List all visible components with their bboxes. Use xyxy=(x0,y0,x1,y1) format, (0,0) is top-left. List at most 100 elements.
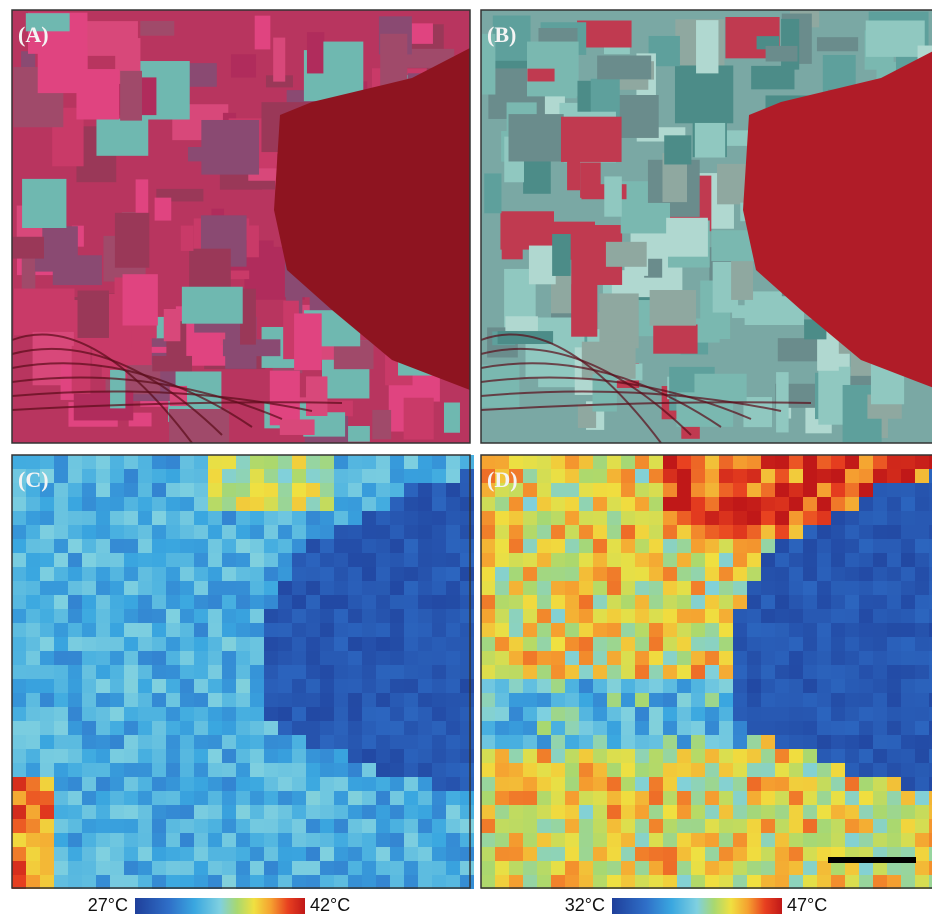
temperature-pixel xyxy=(523,539,537,553)
temperature-pixel xyxy=(565,637,579,651)
temperature-pixel xyxy=(621,665,635,679)
temperature-pixel xyxy=(124,469,138,483)
temperature-pixel xyxy=(747,525,761,539)
temperature-pixel xyxy=(915,763,929,777)
temperature-pixel xyxy=(663,763,677,777)
temperature-pixel xyxy=(719,763,733,777)
temperature-pixel xyxy=(593,665,607,679)
temperature-pixel xyxy=(334,707,348,721)
temperature-pixel xyxy=(334,665,348,679)
temperature-pixel xyxy=(278,777,292,791)
temperature-pixel xyxy=(789,497,803,511)
temperature-pixel xyxy=(621,581,635,595)
temperature-pixel xyxy=(194,833,208,847)
temperature-pixel xyxy=(82,847,96,861)
temperature-pixel xyxy=(460,609,474,623)
temperature-pixel xyxy=(523,651,537,665)
temperature-pixel xyxy=(96,511,110,525)
temperature-pixel xyxy=(859,777,873,791)
temperature-pixel xyxy=(817,553,831,567)
temperature-pixel xyxy=(691,721,705,735)
temperature-pixel xyxy=(789,581,803,595)
temperature-pixel xyxy=(194,511,208,525)
image-patch xyxy=(653,324,697,353)
image-patch xyxy=(766,46,798,62)
temperature-pixel xyxy=(845,623,859,637)
temperature-pixel xyxy=(404,735,418,749)
temperature-pixel xyxy=(138,595,152,609)
temperature-pixel xyxy=(621,875,635,889)
temperature-pixel xyxy=(663,553,677,567)
temperature-pixel xyxy=(110,651,124,665)
temperature-pixel xyxy=(733,651,747,665)
temperature-pixel xyxy=(236,581,250,595)
temperature-pixel xyxy=(551,609,565,623)
temperature-pixel xyxy=(376,693,390,707)
temperature-pixel xyxy=(845,833,859,847)
temperature-pixel xyxy=(110,483,124,497)
temperature-pixel xyxy=(180,637,194,651)
temperature-pixel xyxy=(124,693,138,707)
temperature-pixel xyxy=(278,749,292,763)
temperature-pixel xyxy=(124,539,138,553)
temperature-pixel xyxy=(278,483,292,497)
temperature-pixel xyxy=(761,721,775,735)
temperature-pixel xyxy=(320,497,334,511)
temperature-pixel xyxy=(621,651,635,665)
temperature-pixel xyxy=(68,693,82,707)
temperature-pixel xyxy=(663,609,677,623)
temperature-pixel xyxy=(40,707,54,721)
temperature-pixel xyxy=(236,651,250,665)
temperature-pixel xyxy=(733,861,747,875)
temperature-pixel xyxy=(789,805,803,819)
temperature-pixel xyxy=(306,763,320,777)
temperature-pixel xyxy=(901,581,915,595)
temperature-pixel xyxy=(348,637,362,651)
temperature-pixel xyxy=(523,693,537,707)
temperature-pixel xyxy=(509,609,523,623)
temperature-pixel xyxy=(789,609,803,623)
temperature-pixel xyxy=(362,665,376,679)
temperature-pixel xyxy=(278,721,292,735)
temperature-pixel xyxy=(803,777,817,791)
temperature-pixel xyxy=(537,651,551,665)
temperature-pixel xyxy=(306,847,320,861)
temperature-pixel xyxy=(705,721,719,735)
temperature-pixel xyxy=(390,763,404,777)
temperature-pixel xyxy=(761,861,775,875)
temperature-pixel xyxy=(775,735,789,749)
temperature-pixel xyxy=(250,875,264,889)
temperature-pixel xyxy=(677,875,691,889)
temperature-pixel xyxy=(607,861,621,875)
temperature-pixel xyxy=(887,679,901,693)
temperature-pixel xyxy=(803,497,817,511)
temperature-pixel xyxy=(733,567,747,581)
image-patch xyxy=(529,246,556,285)
temperature-pixel xyxy=(222,819,236,833)
temperature-pixel xyxy=(523,707,537,721)
temperature-pixel xyxy=(208,469,222,483)
temperature-pixel xyxy=(264,553,278,567)
temperature-pixel xyxy=(82,693,96,707)
temperature-pixel xyxy=(306,581,320,595)
temperature-pixel xyxy=(404,861,418,875)
temperature-pixel xyxy=(845,483,859,497)
temperature-pixel xyxy=(446,721,460,735)
image-patch xyxy=(817,37,858,51)
temperature-pixel xyxy=(831,749,845,763)
temperature-pixel xyxy=(901,609,915,623)
temperature-pixel xyxy=(705,777,719,791)
temperature-pixel xyxy=(621,609,635,623)
temperature-pixel xyxy=(180,875,194,889)
temperature-pixel xyxy=(54,805,68,819)
temperature-pixel xyxy=(873,791,887,805)
temperature-pixel xyxy=(817,609,831,623)
temperature-pixel xyxy=(166,777,180,791)
temperature-pixel xyxy=(523,875,537,889)
temperature-pixel xyxy=(152,847,166,861)
image-patch xyxy=(599,293,638,348)
temperature-pixel xyxy=(390,567,404,581)
temperature-pixel xyxy=(124,861,138,875)
temperature-pixel xyxy=(404,497,418,511)
temperature-pixel xyxy=(495,553,509,567)
